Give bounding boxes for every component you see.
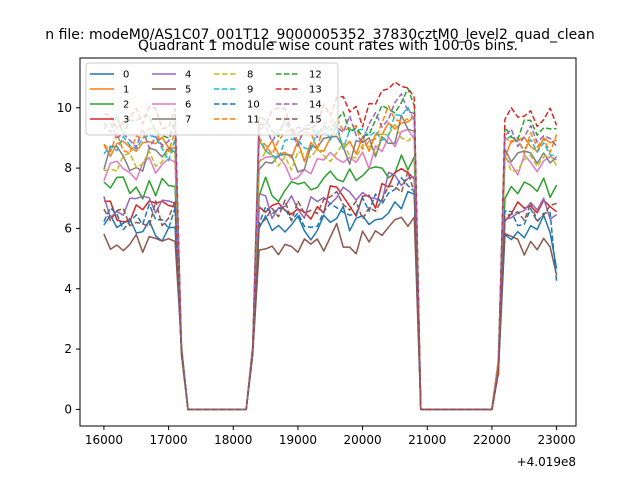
x-tick-label: 16000 <box>85 433 123 447</box>
x-tick-label: 23000 <box>538 433 576 447</box>
legend-label-0: 0 <box>123 70 129 81</box>
y-tick-label: 8 <box>64 161 72 175</box>
legend-label-13: 13 <box>309 85 322 96</box>
axes-frame <box>79 57 577 427</box>
legend-label-11: 11 <box>247 115 260 126</box>
series-line-0 <box>103 190 558 411</box>
y-axis: 0 2 4 6 8 10 <box>57 101 80 416</box>
figure-suptitle: n file: modeM0/AS1C07_001T12_9000005352_… <box>45 27 594 43</box>
legend-label-10: 10 <box>247 100 260 111</box>
series-line-5 <box>103 216 558 411</box>
x-tick-label: 20000 <box>344 433 382 447</box>
legend-label-4: 4 <box>185 70 191 81</box>
chart-title: Quadrant 1 module wise count rates with … <box>138 38 518 54</box>
y-tick-label: 10 <box>57 101 72 115</box>
series-line-8 <box>103 123 558 411</box>
legend-label-12: 12 <box>309 70 322 81</box>
legend-label-1: 1 <box>123 85 129 96</box>
legend-frame <box>85 62 339 136</box>
y-tick-label: 0 <box>64 402 72 416</box>
legend-label-7: 7 <box>185 115 191 126</box>
x-axis-offset-label: +4.019e8 <box>517 455 576 469</box>
legend-label-6: 6 <box>185 100 191 111</box>
y-tick-label: 4 <box>64 282 72 296</box>
x-tick-label: 21000 <box>408 433 446 447</box>
legend-label-3: 3 <box>123 115 129 126</box>
series-line-7 <box>103 114 558 411</box>
legend-label-9: 9 <box>247 85 253 96</box>
legend-label-15: 15 <box>309 115 322 126</box>
series-line-3 <box>103 167 558 411</box>
legend-label-8: 8 <box>247 70 253 81</box>
series-line-2 <box>103 154 558 411</box>
series-line-10 <box>103 177 558 411</box>
legend-label-2: 2 <box>123 100 129 111</box>
series-line-4 <box>103 171 558 411</box>
legend-label-5: 5 <box>185 85 191 96</box>
series-line-15 <box>103 170 557 411</box>
y-tick-label: 6 <box>64 221 72 235</box>
series-line-14 <box>103 93 558 411</box>
x-tick-label: 18000 <box>214 433 252 447</box>
x-tick-label: 19000 <box>279 433 317 447</box>
x-tick-label: 22000 <box>473 433 511 447</box>
x-tick-label: 17000 <box>150 433 188 447</box>
legend-label-14: 14 <box>309 100 322 111</box>
y-tick-label: 2 <box>64 342 72 356</box>
x-axis: 16000 17000 18000 19000 20000 21000 22000 23000 <box>85 426 576 447</box>
